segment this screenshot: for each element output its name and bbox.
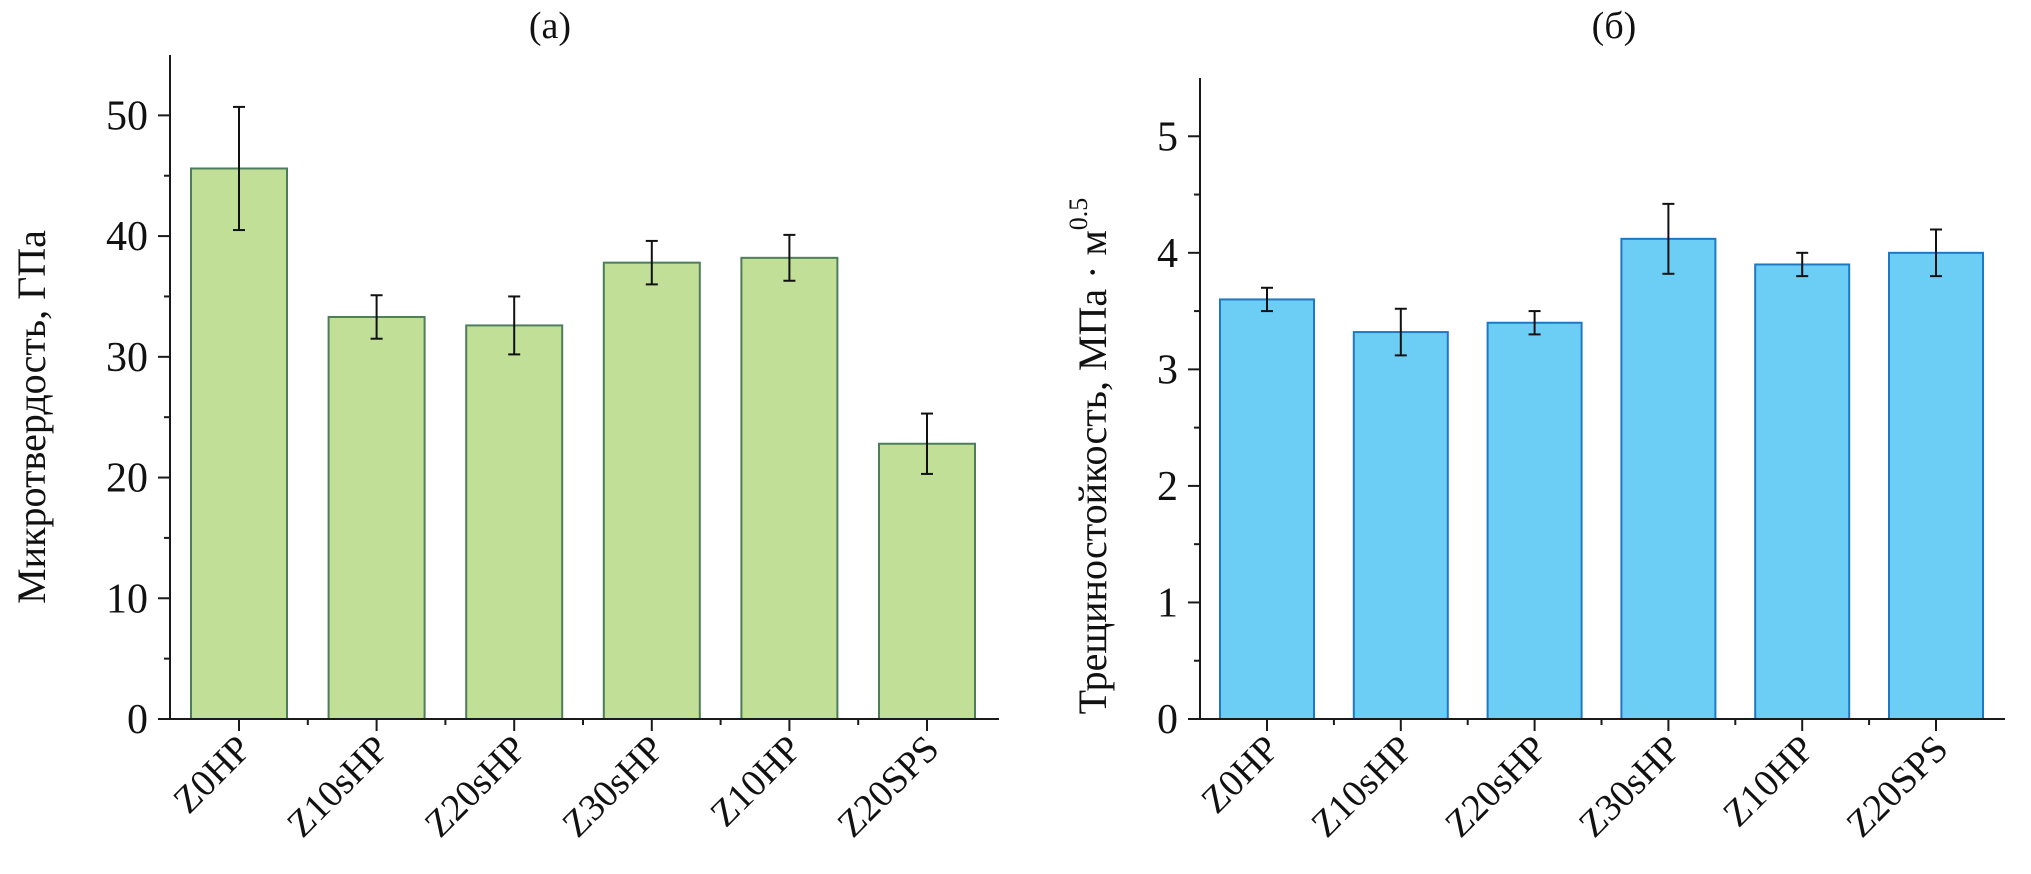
bar-Z0HP [190,167,288,720]
chart-panel-2: (б) 0 1 2 3 4 5 Z0HP Z10sHP Z20sHP Z30sHP Z10HP Z20S… [1064,5,2005,845]
chart-title: (б) [1592,5,1637,47]
error-bar-Z0HP [233,105,245,232]
y-tick-label: 4 [1157,231,1178,277]
bar-Z30sHP [602,261,701,720]
y-tick-label: 1 [1157,580,1178,626]
bar-Z20sHP [465,324,564,720]
error-bar-Z10sHP [1394,307,1407,357]
error-bar-Z20SPS [921,412,933,475]
bar-Z10sHP [1352,331,1449,720]
x-tick-label: Z0HP [165,728,259,822]
y-tick-label: 10 [106,576,148,622]
chart-panel-1: (a) 0 10 20 30 40 50 Z0HP Z10sHP Z20sHP Z30sHP Z10H… [9,5,999,845]
y-tick-label: 40 [106,214,148,260]
x-tick-label: Z10sHP [279,728,397,846]
x-tick-label: Z20sHP [1437,728,1555,846]
y-axis-label-text: Микротвердость, ГПа [9,230,54,604]
bar-Z20sHP [1486,321,1583,720]
x-tick-label: Z20SPS [1839,728,1957,846]
y-axis-label-text: Трещиностойкость, МПа · м [1070,230,1115,714]
y-axis-label: Микротвердость, ГПа [9,230,54,604]
bar-Z30sHP [1620,237,1717,720]
error-bar-Z30sHP [1662,202,1675,275]
y-tick-label: 0 [127,697,148,743]
bar-Z10HP [1754,263,1851,720]
y-axis-label: Трещиностойкость, МПа · м0.5 [1064,198,1115,715]
bar-Z0HP [1219,298,1315,720]
x-tick-label: Z0HP [1193,728,1287,822]
y-tick-label: 50 [106,93,148,139]
bar-Z20SPS [878,442,976,720]
error-bar-Z10HP [1796,251,1809,278]
error-bar-Z20sHP [508,295,521,356]
error-bar-Z10HP [783,233,796,282]
bar-Z10sHP [327,315,426,720]
x-tick-label: Z30sHP [1571,728,1689,846]
x-tick-label: Z20SPS [830,728,948,846]
x-tick-label: Z10sHP [1303,728,1421,846]
y-tick-label: 30 [106,335,148,381]
y-tick-label: 0 [1157,697,1178,743]
x-tick-label: Z30sHP [554,728,672,846]
y-tick-label: 20 [106,456,148,502]
y-tick-label: 3 [1157,347,1178,393]
error-bar-Z20sHP [1528,310,1541,336]
x-tick-label: Z20sHP [417,728,535,846]
y-tick-label: 5 [1157,114,1178,160]
error-bar-Z30sHP [645,239,658,286]
bar-Z20SPS [1888,251,1984,720]
chart-title: (a) [529,5,571,47]
y-axis-label-superscript: 0.5 [1064,198,1093,231]
bar-Z10HP [740,256,839,720]
x-tick-label: Z10HP [702,728,809,835]
y-tick-label: 2 [1157,464,1178,510]
error-bar-Z0HP [1261,286,1273,313]
error-bar-Z10sHP [370,294,383,340]
x-tick-label: Z10HP [1715,728,1822,835]
error-bar-Z20SPS [1930,228,1942,278]
